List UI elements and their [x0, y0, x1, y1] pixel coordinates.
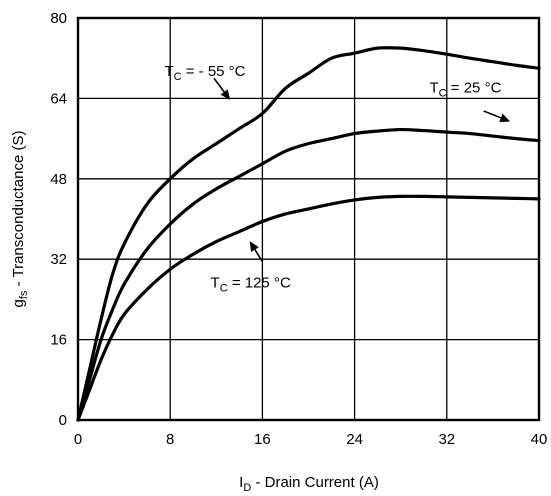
series-line-3 — [76, 194, 541, 422]
curve-label-1: TC = - 55 °C — [164, 63, 245, 83]
series-line-1 — [76, 46, 541, 422]
y-axis-label: gfs - Transconductance (S) — [10, 131, 30, 308]
x-axis-label-sub: D — [243, 482, 251, 494]
x-tick-label: 16 — [254, 431, 271, 448]
x-tick-label: 32 — [438, 431, 455, 448]
y-tick-label: 48 — [50, 171, 67, 188]
plot-frame — [76, 16, 541, 422]
annotation-arrow-3 — [254, 249, 264, 263]
annotation-arrowhead-3 — [249, 241, 259, 252]
x-axis-label: ID - Drain Current (A) — [239, 474, 379, 494]
y-tick-label: 16 — [50, 332, 67, 349]
y-axis-label-sub: fs — [18, 290, 30, 299]
series-line-2 — [76, 127, 541, 422]
curve-label-2: TC = 25 °C — [430, 79, 502, 99]
y-tick-label: 80 — [50, 10, 67, 27]
x-axis-label-main: I — [239, 474, 243, 491]
annotation-arrowhead-1 — [220, 89, 231, 100]
x-tick-label: 0 — [74, 431, 82, 448]
x-tick-label: 8 — [166, 431, 174, 448]
x-tick-label: 24 — [346, 431, 363, 448]
y-tick-label: 64 — [50, 90, 67, 107]
y-axis-label-rest: - Transconductance (S) — [10, 131, 27, 291]
series-group — [76, 46, 541, 422]
annotation-arrow-1 — [213, 77, 225, 93]
grid — [78, 18, 539, 420]
curve-label-3: TC = 125 °C — [211, 274, 291, 294]
x-tick-label: 40 — [531, 431, 548, 448]
annotation-arrow-2 — [483, 110, 502, 119]
x-axis-label-rest: - Drain Current (A) — [251, 474, 379, 491]
y-axis-label-main: g — [10, 299, 27, 307]
annotation-arrowhead-2 — [499, 113, 511, 122]
annotations: TC = - 55 °C TC = 25 °C TC = 125 °C — [164, 63, 511, 294]
y-tick-label: 32 — [50, 251, 67, 268]
y-tick-label: 0 — [59, 412, 67, 429]
x-tick-labels: 0 8 16 24 32 40 — [74, 431, 548, 448]
y-tick-labels: 0 16 32 48 64 80 — [50, 10, 67, 429]
